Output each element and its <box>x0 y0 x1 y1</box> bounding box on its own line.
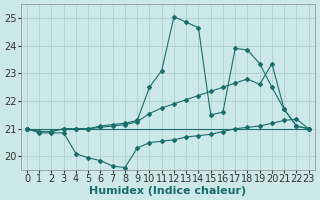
X-axis label: Humidex (Indice chaleur): Humidex (Indice chaleur) <box>89 186 246 196</box>
